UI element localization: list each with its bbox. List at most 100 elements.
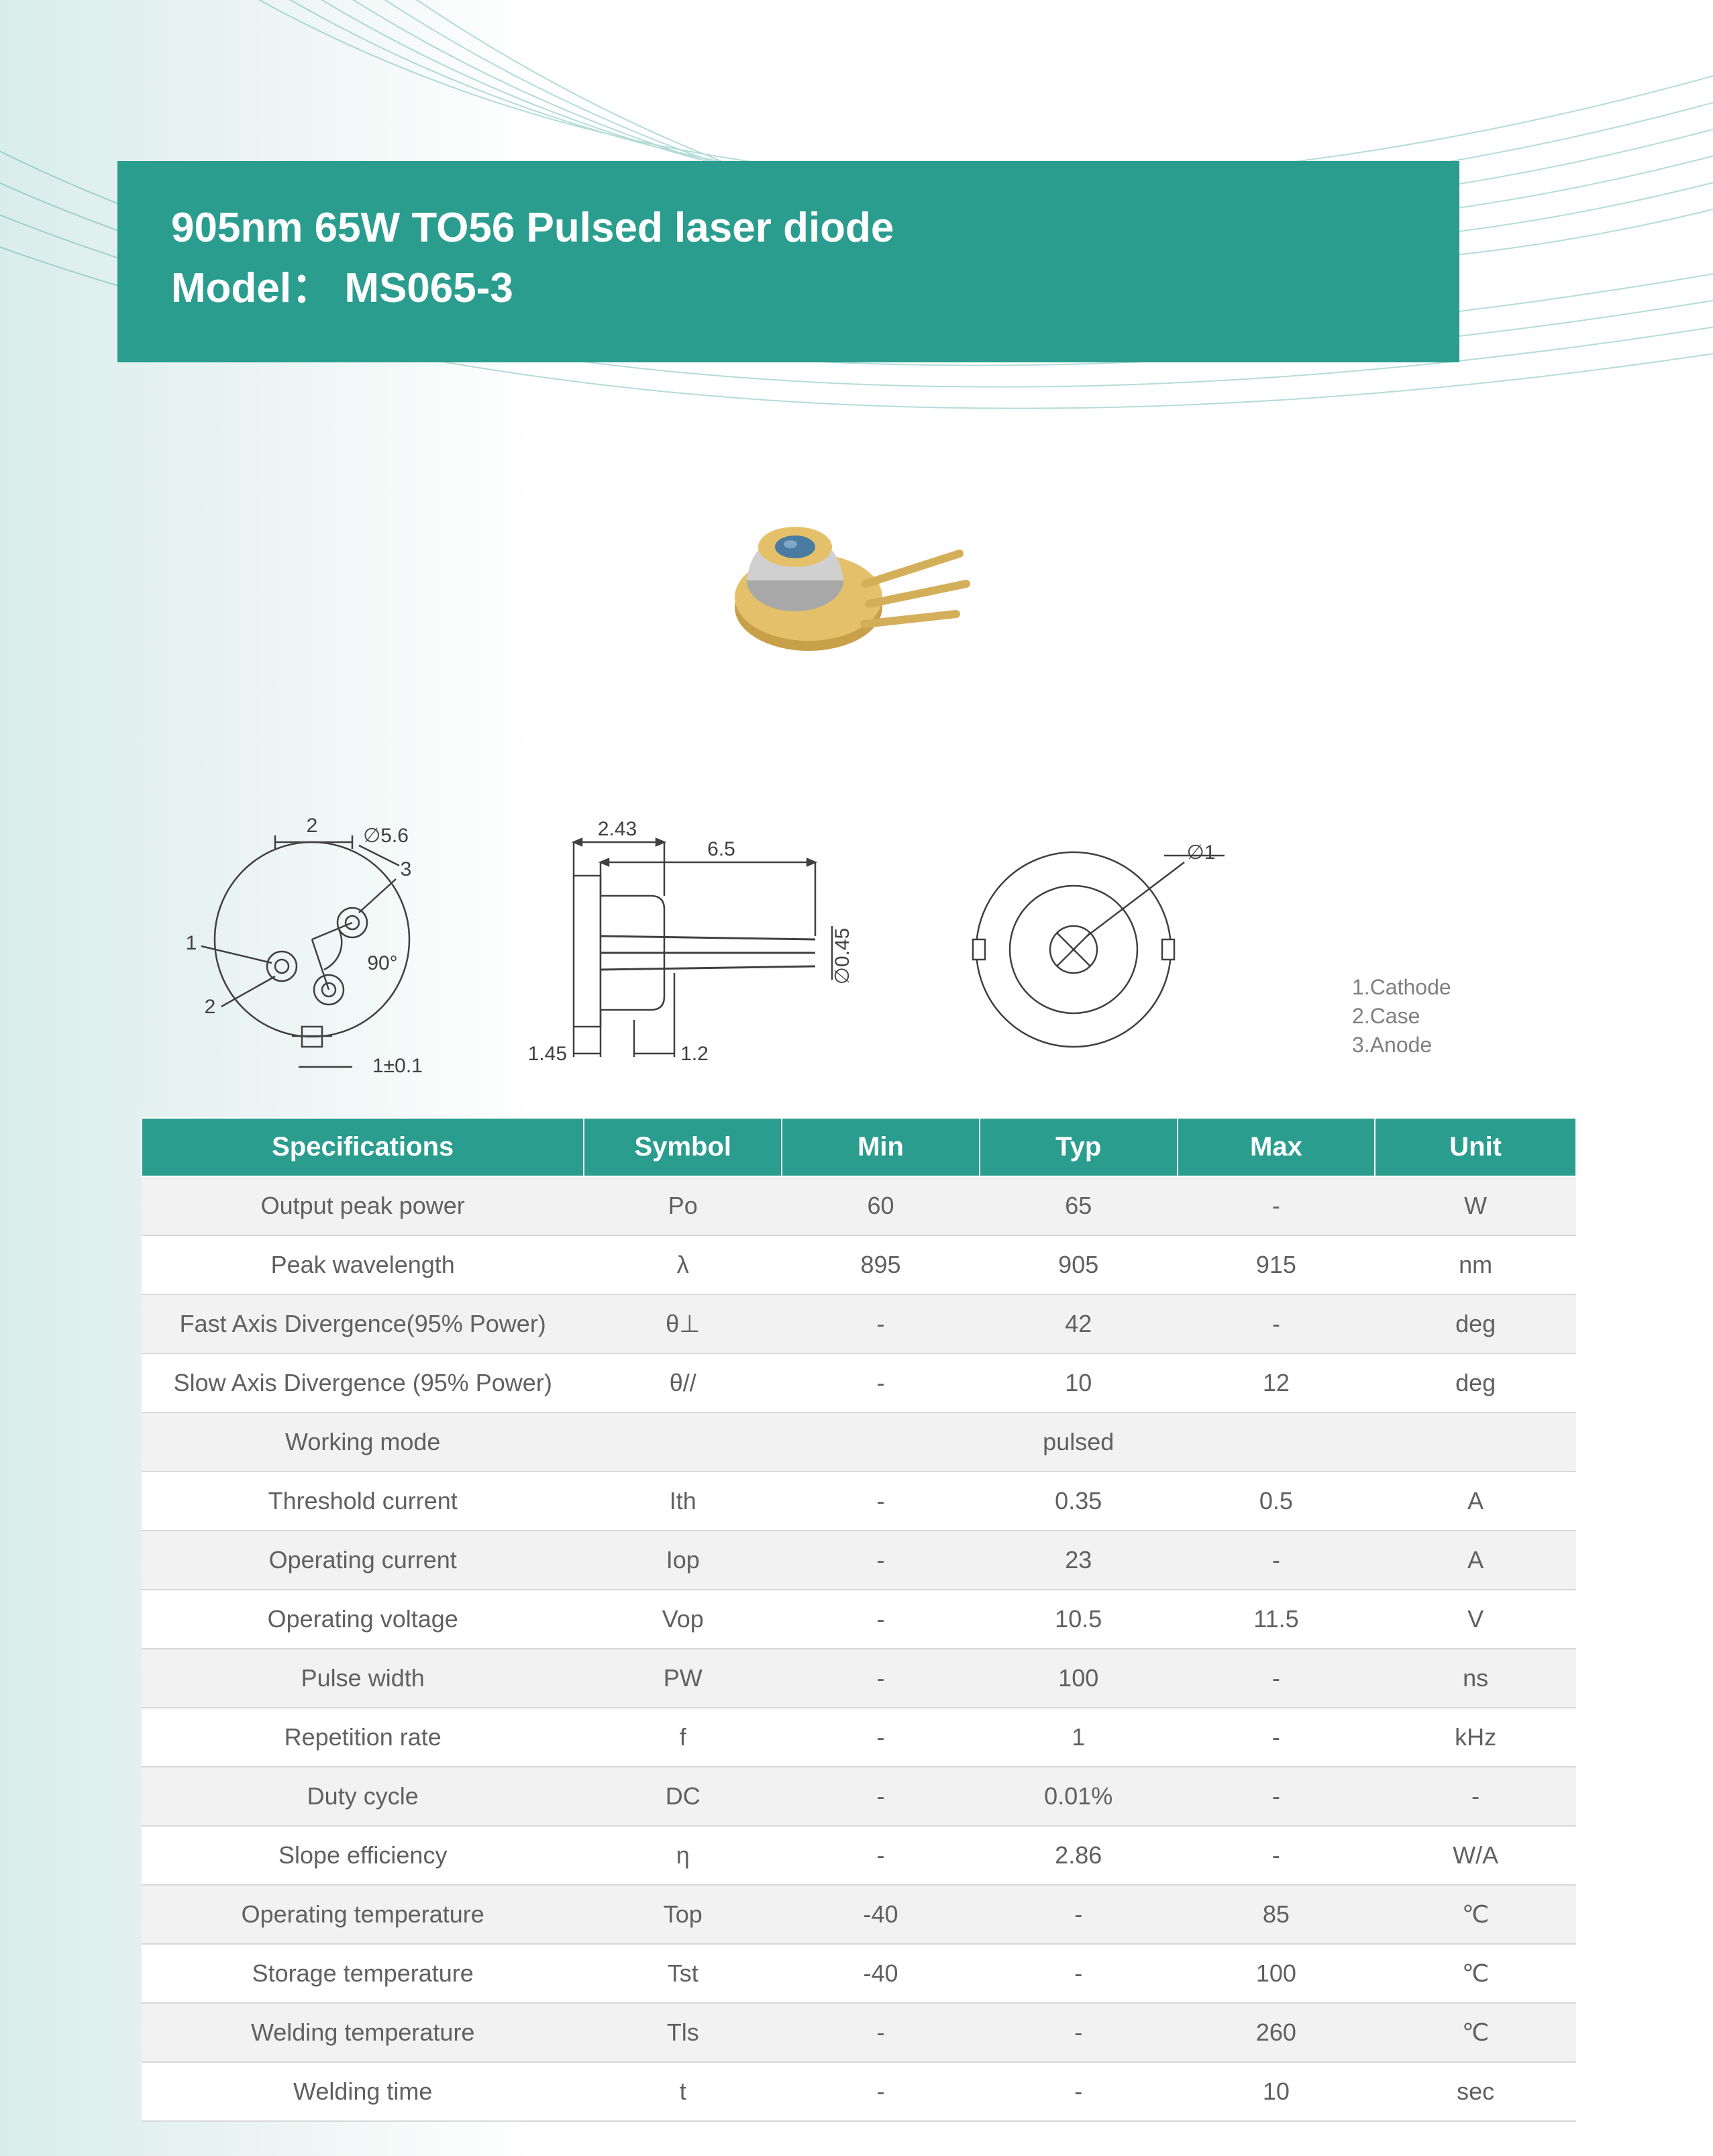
cell-sym: t: [584, 2062, 782, 2121]
cell-min: -: [782, 1531, 980, 1590]
cell-unit: ℃: [1375, 1944, 1576, 2003]
cell-spec: Fast Axis Divergence(95% Power): [142, 1294, 584, 1353]
table-row: Peak wavelengthλ895905915nm: [142, 1235, 1576, 1294]
cell-max: 260: [1178, 2003, 1375, 2062]
table-row: Pulse widthPW-100-ns: [142, 1649, 1576, 1708]
table-row: Storage temperatureTst-40-100℃: [142, 1944, 1576, 2003]
table-row: Operating temperatureTop-40-85℃: [142, 1885, 1576, 1944]
title-line-2: Model： MS065-3: [171, 258, 1406, 319]
svg-text:2: 2: [307, 815, 318, 837]
table-row: Duty cycleDC-0.01%--: [142, 1767, 1576, 1826]
cell-sym: Vop: [584, 1590, 782, 1649]
cell-sym: Tls: [584, 2003, 782, 2062]
table-row: Working modepulsed: [142, 1413, 1576, 1472]
svg-text:∅1: ∅1: [1187, 841, 1216, 864]
svg-text:1: 1: [186, 932, 197, 954]
cell-typ: -: [980, 1885, 1178, 1944]
cell-max: 11.5: [1178, 1590, 1375, 1649]
cell-min: -: [782, 1294, 980, 1353]
table-row: Operating currentIop-23-A: [142, 1531, 1576, 1590]
cell-min: -40: [782, 1944, 980, 2003]
pin-legend-item: 1.Cathode: [1352, 973, 1451, 1002]
col-header-max: Max: [1178, 1118, 1375, 1176]
cell-unit: -: [1375, 1767, 1576, 1826]
cell-sym: Iop: [584, 1531, 782, 1590]
table-header-row: Specifications Symbol Min Typ Max Unit: [142, 1118, 1576, 1176]
table-body: Output peak powerPo6065-WPeak wavelength…: [142, 1176, 1576, 2121]
svg-text:6.5: 6.5: [707, 838, 735, 860]
table-row: Fast Axis Divergence(95% Power)θ⊥-42-deg: [142, 1294, 1576, 1353]
pin-legend-item: 2.Case: [1352, 1002, 1451, 1031]
cell-typ: -: [980, 1944, 1178, 2003]
col-header-typ: Typ: [980, 1118, 1178, 1176]
cell-unit: ℃: [1375, 2003, 1576, 2062]
table-row: Output peak powerPo6065-W: [142, 1176, 1576, 1235]
table-row: Slope efficiencyη-2.86-W/A: [142, 1826, 1576, 1885]
product-photo: [691, 497, 986, 684]
cell-spec: Output peak power: [142, 1176, 584, 1235]
cell-min: -: [782, 2003, 980, 2062]
cell-sym: f: [584, 1708, 782, 1767]
cell-spec: Welding temperature: [142, 2003, 584, 2062]
cell-unit: V: [1375, 1590, 1576, 1649]
cell-spec: Operating temperature: [142, 1885, 584, 1944]
cell-typ: -: [980, 2062, 1178, 2121]
cell-sym: [584, 1413, 782, 1472]
technical-diagrams: 90° 1 2 3 ∅5.6 2 1±0.1: [151, 792, 1332, 1087]
cell-min: -: [782, 1353, 980, 1413]
col-header-unit: Unit: [1375, 1118, 1576, 1176]
svg-text:∅0.45: ∅0.45: [831, 928, 853, 985]
cell-max: 100: [1178, 1944, 1375, 2003]
cell-spec: Slope efficiency: [142, 1826, 584, 1885]
cell-min: -40: [782, 1885, 980, 1944]
cell-max: -: [1178, 1826, 1375, 1885]
cell-typ: 2.86: [980, 1826, 1178, 1885]
cell-min: -: [782, 1826, 980, 1885]
cell-typ: 100: [980, 1649, 1178, 1708]
pin-legend: 1.Cathode 2.Case 3.Anode: [1352, 973, 1451, 1060]
cell-typ: 1: [980, 1708, 1178, 1767]
cell-unit: deg: [1375, 1353, 1576, 1413]
cell-spec: Operating current: [142, 1531, 584, 1590]
cell-unit: A: [1375, 1472, 1576, 1531]
pin-legend-item: 3.Anode: [1352, 1031, 1451, 1060]
table-row: Threshold currentIth-0.350.5A: [142, 1472, 1576, 1531]
col-header-spec: Specifications: [142, 1118, 584, 1176]
cell-sym: η: [584, 1826, 782, 1885]
cell-unit: sec: [1375, 2062, 1576, 2121]
cell-typ: 65: [980, 1176, 1178, 1235]
cell-spec: Storage temperature: [142, 1944, 584, 2003]
table-row: Welding temperatureTls--260℃: [142, 2003, 1576, 2062]
cell-unit: nm: [1375, 1235, 1576, 1294]
cell-max: 85: [1178, 1885, 1375, 1944]
cell-min: [782, 1413, 980, 1472]
cell-sym: DC: [584, 1767, 782, 1826]
cell-spec: Operating voltage: [142, 1590, 584, 1649]
cell-spec: Repetition rate: [142, 1708, 584, 1767]
table-row: Repetition ratef-1-kHz: [142, 1708, 1576, 1767]
table-row: Operating voltageVop-10.511.5V: [142, 1590, 1576, 1649]
svg-text:1.2: 1.2: [680, 1043, 709, 1065]
cell-typ: 10.5: [980, 1590, 1178, 1649]
cell-max: -: [1178, 1767, 1375, 1826]
cell-unit: A: [1375, 1531, 1576, 1590]
cell-min: -: [782, 1590, 980, 1649]
table-row: Slow Axis Divergence (95% Power)θ//-1012…: [142, 1353, 1576, 1413]
cell-spec: Slow Axis Divergence (95% Power): [142, 1353, 584, 1413]
cell-min: -: [782, 1649, 980, 1708]
cell-spec: Pulse width: [142, 1649, 584, 1708]
col-header-min: Min: [782, 1118, 980, 1176]
cell-unit: ℃: [1375, 1885, 1576, 1944]
svg-text:3: 3: [401, 858, 412, 880]
cell-sym: λ: [584, 1235, 782, 1294]
cell-max: -: [1178, 1531, 1375, 1590]
cell-unit: [1375, 1413, 1576, 1472]
cell-max: 10: [1178, 2062, 1375, 2121]
cell-max: -: [1178, 1649, 1375, 1708]
cell-max: -: [1178, 1176, 1375, 1235]
cell-spec: Peak wavelength: [142, 1235, 584, 1294]
cell-unit: W/A: [1375, 1826, 1576, 1885]
title-banner: 905nm 65W TO56 Pulsed laser diode Model：…: [117, 161, 1459, 362]
cell-spec: Welding time: [142, 2062, 584, 2121]
cell-unit: deg: [1375, 1294, 1576, 1353]
